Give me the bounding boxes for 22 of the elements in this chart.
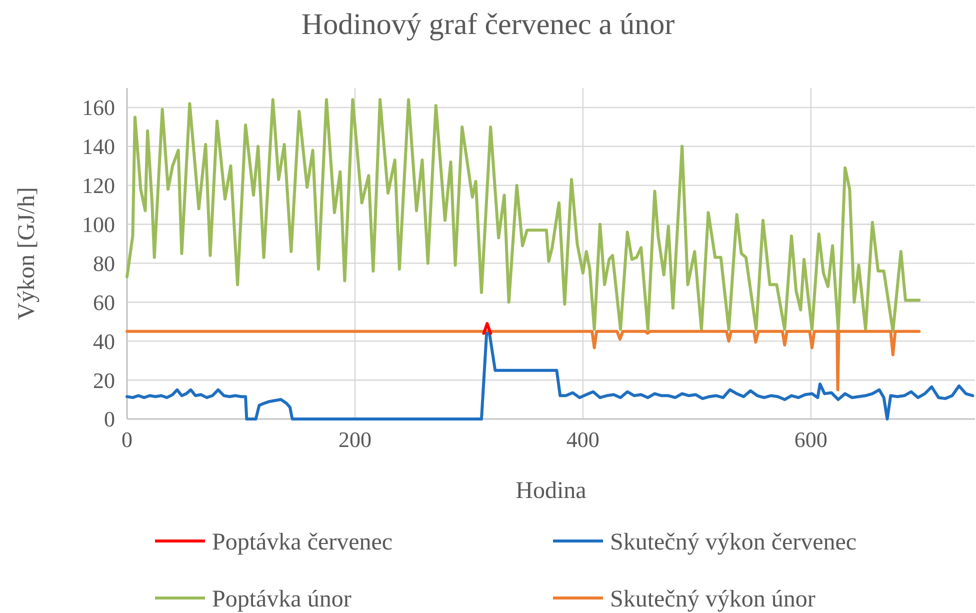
chart-title: Hodinový graf červenec a únor <box>301 8 675 41</box>
y-tick-label: 60 <box>93 290 115 315</box>
y-tick-label: 140 <box>82 134 115 160</box>
legend-label: Poptávka únor <box>212 586 352 612</box>
x-axis-title: Hodina <box>516 478 587 504</box>
line-series <box>126 98 921 333</box>
legend-label: Skutečný výkon červenec <box>610 529 857 556</box>
y-axis-title: Výkon [GJ/h] <box>14 187 40 320</box>
legend-label: Poptávka červenec <box>212 529 393 556</box>
x-tick-label: 400 <box>566 427 600 452</box>
y-tick-label: 100 <box>82 212 115 237</box>
y-tick-label: 0 <box>104 406 115 432</box>
x-tick-label: 200 <box>338 427 372 452</box>
y-tick-label: 40 <box>93 328 115 354</box>
x-tick-label: 0 <box>122 427 132 452</box>
x-tick-label: 600 <box>794 427 828 452</box>
line-series <box>126 330 921 392</box>
legend-label: Skutečný výkon únor <box>610 586 816 612</box>
y-tick-label: 160 <box>82 95 115 120</box>
y-tick-label: 120 <box>82 173 115 198</box>
y-tick-label: 20 <box>93 368 115 393</box>
y-tick-label: 80 <box>93 250 115 276</box>
